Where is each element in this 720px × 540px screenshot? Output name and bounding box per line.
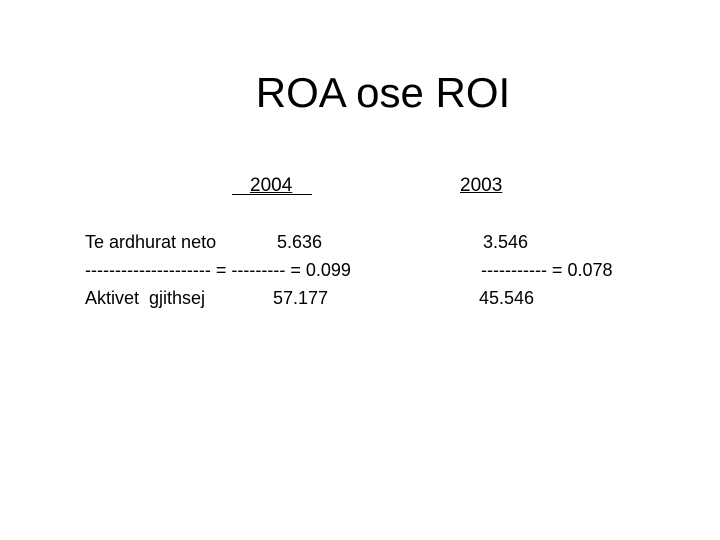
fraction-line: ----------- = 0.078	[481, 260, 613, 280]
fraction-line: --------------------- = --------- = 0.09…	[85, 260, 351, 280]
cell: 5.636	[277, 232, 323, 252]
year-header: 2003	[460, 175, 503, 196]
header-underline	[232, 176, 312, 195]
cell: 57.177	[273, 288, 329, 308]
cell: 45.546	[479, 288, 535, 308]
year-header: 2004	[250, 175, 293, 196]
slide-title: ROA ose ROI	[255, 69, 511, 116]
row-label: Te ardhurat neto	[85, 232, 217, 252]
cell: 3.546	[483, 232, 529, 252]
row-label: Aktivet gjithsej	[85, 288, 206, 308]
